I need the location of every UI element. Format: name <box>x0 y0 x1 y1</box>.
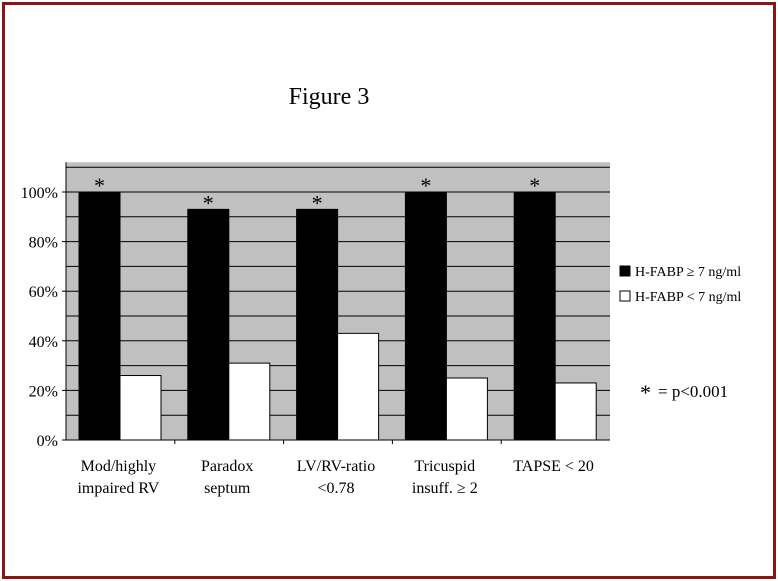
x-category-label: LV/RV-ratio <box>297 458 375 475</box>
plot-area: 0% 20% 40% 60% 80% 100% * Mod/highly impaired RV… <box>21 162 610 497</box>
x-category-label: septum <box>204 480 251 497</box>
legend: H-FABP ≥ 7 ng/ml H-FABP < 7 ng/ml <box>619 265 741 305</box>
y-tick-label: 40% <box>29 334 58 351</box>
bar-high-hfabp <box>296 208 339 441</box>
y-tick-label: 0% <box>37 433 58 450</box>
bar-low-hfabp <box>228 362 271 441</box>
y-tick-label: 20% <box>29 383 58 400</box>
y-tick-label: 100% <box>21 185 58 202</box>
x-category-label: insuff. ≥ 2 <box>412 480 478 497</box>
x-category-label: Paradox <box>201 458 253 475</box>
bar-high-hfabp <box>404 191 447 441</box>
chart-title: Figure 3 <box>289 84 370 110</box>
significance-marker: * <box>203 190 214 215</box>
bar-low-hfabp <box>445 377 488 441</box>
bar-low-hfabp <box>554 382 597 441</box>
significance-marker: * <box>94 173 105 198</box>
legend-label-low: H-FABP < 7 ng/ml <box>635 290 741 305</box>
y-tick-label: 60% <box>29 284 58 301</box>
x-category-label: TAPSE < 20 <box>513 458 594 475</box>
y-tick-label: 80% <box>29 235 58 252</box>
significance-marker: * <box>529 173 540 198</box>
legend-label-high: H-FABP ≥ 7 ng/ml <box>635 265 741 280</box>
x-category-label: <0.78 <box>317 480 354 497</box>
legend-swatch-low <box>619 290 631 302</box>
significance-note: * = p<0.001 <box>640 380 728 405</box>
significance-marker: * <box>420 173 431 198</box>
bar-low-hfabp <box>337 332 380 441</box>
bar-high-hfabp <box>78 191 121 441</box>
bar-low-hfabp <box>119 375 162 441</box>
significance-symbol: * <box>640 380 651 405</box>
significance-marker: * <box>312 190 323 215</box>
x-category-label: Tricuspid <box>414 458 475 475</box>
x-category-label: impaired RV <box>77 480 159 497</box>
bar-high-hfabp <box>187 208 230 441</box>
significance-text: = p<0.001 <box>658 382 728 401</box>
bar-high-hfabp <box>513 191 556 441</box>
legend-swatch-high <box>619 265 631 277</box>
x-category-label: Mod/highly <box>81 458 157 475</box>
